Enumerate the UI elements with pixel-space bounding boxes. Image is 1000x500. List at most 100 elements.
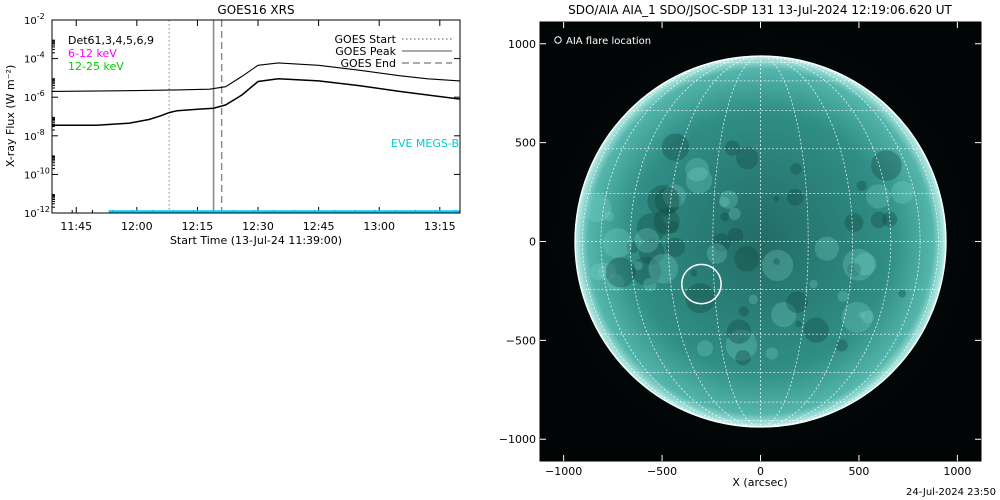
goes-x-axis-label: Start Time (13-Jul-24 11:39:00) [170,234,342,247]
solar-texture-patch [814,236,839,261]
eve-megs-b-label: EVE MEGS-B [391,137,459,150]
aia-y-tick-label: −500 [506,334,536,347]
solar-texture-patch [861,310,875,324]
solar-texture-patch [626,240,640,254]
solar-texture-patch [847,262,861,277]
solar-texture-patch [786,291,808,314]
solar-texture-patch [882,211,898,227]
solar-texture-patch [765,347,779,360]
solar-texture-patch [773,195,780,202]
solar-texture-patch [604,211,615,222]
solar-texture-patch [748,294,758,305]
solar-texture-patch [685,167,713,194]
aia-y-tick-label: 0 [529,236,536,249]
solar-texture-patch [856,180,867,191]
solar-texture-patch [632,256,662,286]
goes-legend-right-entry: GOES End [340,57,396,70]
heliographic-meridian [582,55,761,428]
solar-texture-patch [762,249,794,281]
heliographic-meridian [712,55,761,428]
heliographic-meridian [760,55,939,428]
goes-legend-right-entry: GOES Peak [335,45,396,58]
flare-location-legend-icon [554,36,562,44]
heliographic-meridian [760,55,854,428]
goes-legend-left-entry: 12-25 keV [68,60,124,73]
aia-x-tick-label: 500 [848,465,869,478]
solar-texture-patch [665,237,686,257]
solar-texture-patch [844,213,864,233]
solar-texture-patch [654,187,682,214]
solar-texture-patch [661,133,690,162]
solar-texture-patch [605,257,636,288]
goes-x-tick-label: 11:45 [60,220,92,233]
solar-texture-patch [790,163,802,175]
goes-series-line-0 [51,62,461,92]
generated-timestamp: 24-Jul-2024 23:50 [905,487,996,498]
solar-texture-patch [734,246,760,272]
goes-x-tick-label: 12:15 [182,220,214,233]
goes-series-line-1 [52,78,461,127]
solar-texture-patch [696,340,714,357]
goes-y-axis-label: X-ray Flux (W m⁻²) [4,65,17,167]
solar-texture-patch [648,253,678,284]
solar-texture-patch [666,221,679,233]
solar-texture-patch [719,196,730,208]
solar-texture-patch [636,213,667,243]
solar-texture-patch [837,290,849,302]
solar-texture-patch [871,150,902,181]
solar-texture-patch [786,188,804,206]
aia-y-tick-label: 1000 [508,38,536,51]
solar-texture-patch [858,311,866,318]
heliographic-meridian [629,55,761,428]
solar-texture-patch [728,227,744,243]
solar-texture-patch [643,277,657,292]
solar-texture-patch [870,211,888,228]
goes-legend-right-entry: GOES Start [335,33,397,46]
aia-x-tick-label: −1000 [545,465,582,478]
solar-texture-patch [835,339,848,352]
solar-texture-patch [602,228,633,258]
solar-texture-patch [853,252,877,276]
solar-texture-patch [690,269,698,277]
solar-texture-patch [725,329,758,361]
goes-legend-left-entry: 6-12 keV [68,47,117,60]
goes-x-tick-label: 12:00 [121,220,153,233]
aia-y-tick-label: 500 [515,137,536,150]
solar-texture-patch [795,320,802,328]
solar-texture-patch [706,243,728,264]
heliographic-meridian [760,55,809,428]
solar-texture-patch [607,273,625,292]
solar-texture-patch [726,319,752,344]
goes-x-tick-label: 12:45 [303,220,335,233]
solar-texture-patch [662,184,686,208]
goes-legend-left-entry: Det61,3,4,5,6,9 [68,34,154,47]
solar-texture-patch [653,208,680,235]
solar-texture-patch [720,212,730,222]
solar-texture-patch [736,147,759,170]
goes-x-tick-label: 13:15 [424,220,456,233]
solar-texture-patch [590,263,607,281]
aia-x-tick-label: −500 [647,465,677,478]
solar-texture-patch [773,258,780,265]
solar-texture-patch [719,190,738,209]
goes-chart-title: GOES16 XRS [217,3,294,17]
solar-texture-patch [771,302,797,328]
solar-texture-patch [712,233,731,252]
solar-texture-patch [809,279,818,289]
aia-x-axis-label: X (arcsec) [732,476,787,489]
solar-texture-patch [634,228,660,253]
solar-texture-patch [647,184,680,217]
solar-texture-patch [638,239,665,265]
aia-image-title: SDO/AIA AIA_1 SDO/JSOC-SDP 131 13-Jul-20… [568,3,952,17]
aia-x-tick-label: 0 [757,465,764,478]
goes-x-tick-label: 12:30 [242,220,274,233]
solar-texture-patch [583,194,612,223]
solar-texture-patch [634,261,643,270]
flare-location-legend-label: AIA flare location [566,36,651,47]
solar-texture-patch [738,306,750,317]
solar-texture-patch [898,289,907,298]
solar-texture-patch [735,350,751,366]
goes-x-tick-label: 13:00 [363,220,395,233]
